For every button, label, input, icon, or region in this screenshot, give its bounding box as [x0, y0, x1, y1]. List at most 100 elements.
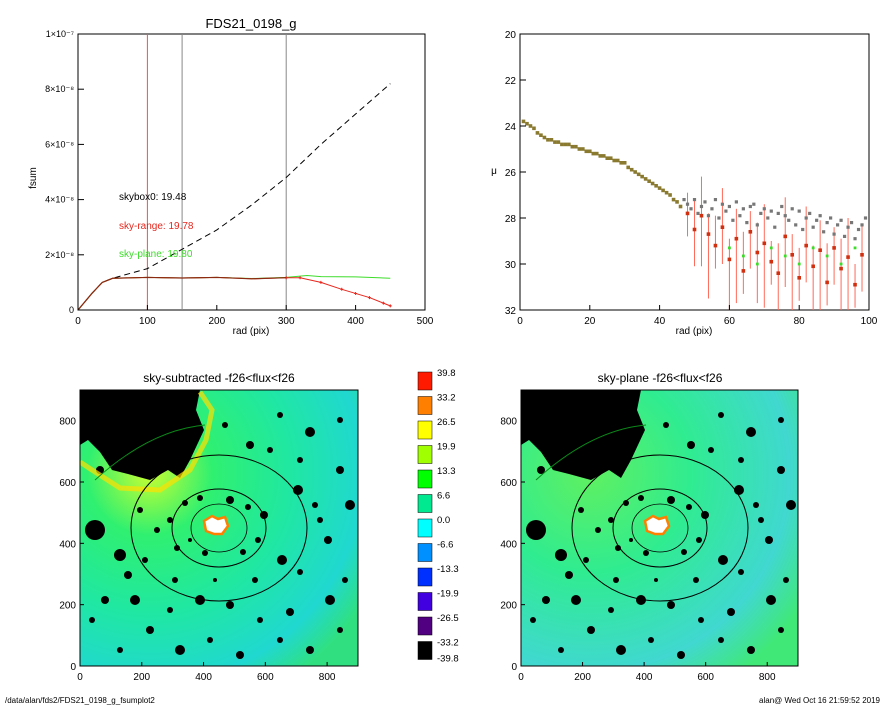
- mask-blob: [558, 647, 564, 653]
- mu-point-gray: [835, 223, 840, 227]
- colorbar-swatch: [417, 616, 433, 636]
- mask-blob: [337, 627, 343, 633]
- sky-range-point: [340, 287, 344, 291]
- mu-point: [594, 151, 599, 156]
- mu-point-gray: [762, 207, 766, 211]
- mu-point-green: [839, 262, 843, 266]
- mu-point: [563, 142, 568, 147]
- mu-point-green: [741, 254, 745, 258]
- mu-point-gray: [846, 225, 850, 229]
- mu-point: [584, 149, 589, 154]
- mu-point: [647, 179, 651, 183]
- mu-point-gray: [748, 204, 752, 209]
- mu-point: [671, 197, 676, 202]
- colorbar-swatch: [417, 592, 433, 611]
- colorbar-label: 26.5: [437, 417, 456, 428]
- colorbar-label: -39.8: [437, 654, 459, 665]
- bright-galaxy-mask-right: [521, 390, 645, 480]
- mu-point-red: [825, 280, 829, 285]
- fsum-plot-frame: [77, 33, 426, 311]
- mu-point-red: [783, 234, 788, 239]
- mu-point: [581, 147, 585, 151]
- mu-point: [570, 144, 575, 149]
- mu-point-red: [790, 253, 795, 257]
- mu-point: [591, 151, 596, 156]
- colorbar-label: 13.3: [437, 466, 456, 477]
- mu-point: [605, 156, 610, 160]
- mask-blob: [542, 596, 550, 604]
- mask-blob: [124, 571, 132, 579]
- x-tick-label: 40: [654, 316, 666, 327]
- fsum-vertical-markers: [146, 34, 287, 310]
- mu-point: [657, 186, 662, 190]
- mu-point: [588, 149, 592, 154]
- mu-y-label: μ: [491, 166, 497, 177]
- series-sky_plane: [77, 274, 391, 311]
- mu-point-gray: [801, 227, 805, 232]
- mu-point: [615, 158, 620, 163]
- colorbar-swatch: [417, 469, 433, 489]
- mask-blob: [207, 637, 213, 643]
- mask-blob: [578, 507, 584, 513]
- fsum-x-label: rad (pix): [233, 326, 270, 337]
- mask-blob: [654, 578, 658, 582]
- mu-point-green: [853, 246, 857, 250]
- mu-point: [612, 158, 617, 163]
- mask-blob: [305, 427, 315, 437]
- mask-blob: [306, 646, 314, 654]
- mu-point-gray: [682, 198, 686, 202]
- mu-point-gray: [773, 225, 777, 229]
- mask-blob: [267, 447, 273, 453]
- mu-error-bars: [687, 176, 863, 310]
- mu-point: [608, 156, 613, 160]
- mu-point: [640, 174, 644, 179]
- mask-blob: [297, 569, 303, 575]
- mask-blob: [286, 608, 294, 616]
- sky-subtracted-title: sky-subtracted -f26<flux<f26: [143, 371, 295, 385]
- mu-plot: 0 20 40 60 80 100 20 22 24 26 28 30 32 rad (pix) μ: [491, 30, 878, 337]
- mu-point-gray: [738, 214, 742, 218]
- x-tick-label: 0: [75, 316, 81, 327]
- image-x-tick-label: 600: [257, 672, 274, 683]
- mask-blob: [718, 412, 724, 418]
- x-tick-label: 500: [417, 316, 434, 327]
- mask-blob: [172, 577, 178, 583]
- mu-point-gray: [699, 204, 704, 209]
- target-galaxy-core: [202, 514, 230, 536]
- sky-range-point: [298, 276, 302, 280]
- annotation-skybox0: skybox0: 19.48: [119, 192, 187, 203]
- image-y-tick-label: 0: [511, 662, 517, 673]
- mask-blob: [342, 577, 348, 583]
- mask-blob: [154, 527, 160, 533]
- image-x-tick-label: 0: [518, 672, 524, 683]
- mu-point-gray: [734, 200, 738, 204]
- mu-point-gray: [752, 202, 756, 206]
- image-y-tick-label: 600: [59, 478, 76, 489]
- sky-range-point: [388, 304, 392, 308]
- bright-galaxy-halo: [80, 390, 215, 493]
- mask-blob: [758, 517, 764, 523]
- mu-point-green: [769, 246, 773, 250]
- mu-point-gray: [696, 211, 700, 215]
- mu-point: [556, 140, 561, 144]
- mu-point-gray: [790, 207, 794, 211]
- mu-point-gray: [766, 216, 770, 220]
- colorbar-label: -13.3: [437, 564, 459, 575]
- middle-ellipse-right: [612, 488, 708, 568]
- mask-blob: [255, 537, 261, 543]
- mu-point-gray: [731, 218, 735, 222]
- sky-plane-frame: [520, 389, 799, 667]
- mu-point-red: [769, 259, 774, 264]
- inner-ellipse: [190, 503, 248, 553]
- mu-point-gray: [769, 209, 773, 213]
- mu-point-red: [685, 211, 690, 216]
- mask-blob: [663, 422, 669, 428]
- mu-point: [668, 193, 672, 197]
- sky-ellipse-arc: [94, 424, 206, 481]
- mu-point-red: [713, 243, 718, 248]
- mask-blob: [587, 626, 595, 634]
- mask-blob: [693, 577, 699, 583]
- y-tick-label: 26: [505, 168, 517, 179]
- colorbar-swatch: [417, 518, 433, 538]
- mask-blob: [746, 427, 756, 437]
